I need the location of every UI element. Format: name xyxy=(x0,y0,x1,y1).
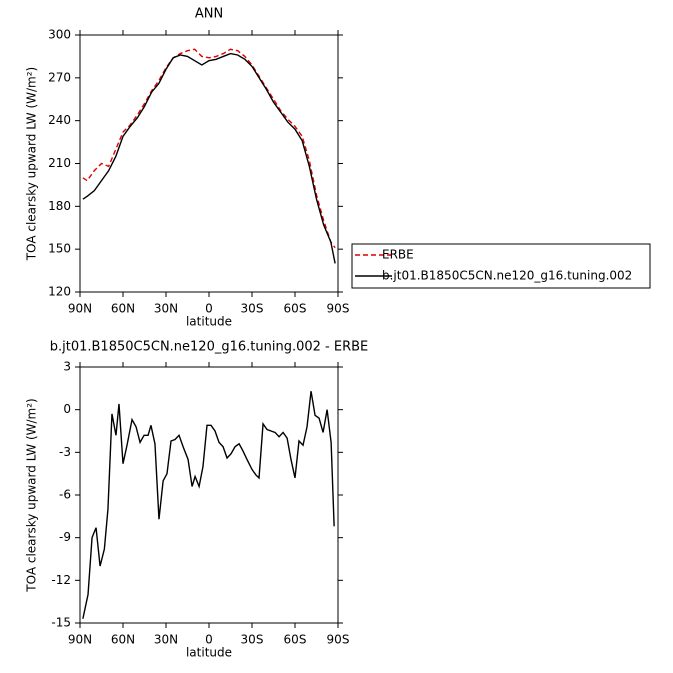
x-tick-label: 0 xyxy=(205,633,213,647)
x-tick-label: 90S xyxy=(327,633,350,647)
x-tick-label: 0 xyxy=(205,302,213,316)
x-tick-label: 90N xyxy=(68,302,92,316)
y-tick-label: 0 xyxy=(63,402,71,416)
y-tick-label: 270 xyxy=(48,70,71,84)
x-tick-label: 60S xyxy=(284,302,307,316)
x-tick-label: 60N xyxy=(111,633,135,647)
y-tick-label: 150 xyxy=(48,242,71,256)
legend-label: ERBE xyxy=(382,248,414,262)
y-tick-label: 300 xyxy=(48,28,71,42)
y-tick-label: -3 xyxy=(59,445,71,459)
x-tick-label: 30S xyxy=(241,633,264,647)
x-tick-label: 30S xyxy=(241,302,264,316)
data-line xyxy=(82,52,336,264)
data-line xyxy=(82,391,335,619)
x-tick-label: 30N xyxy=(154,302,178,316)
x-tick-label: 30N xyxy=(154,633,178,647)
x-tick-label: 90N xyxy=(68,633,92,647)
y-tick-label: 180 xyxy=(48,199,71,213)
y-axis-label: TOA clearsky upward LW (W/m²) xyxy=(25,67,39,261)
y-tick-label: -6 xyxy=(59,488,71,502)
y-tick-label: 240 xyxy=(48,113,71,127)
y-tick-label: 3 xyxy=(63,360,71,374)
y-tick-label: 120 xyxy=(48,285,71,299)
chart-title: b.jt01.B1850C5CN.ne120_g16.tuning.002 - … xyxy=(50,340,369,355)
y-tick-label: -12 xyxy=(51,573,71,587)
x-axis-label: latitude xyxy=(186,646,232,660)
y-tick-label: -15 xyxy=(51,616,71,630)
plot-frame xyxy=(79,34,339,293)
x-tick-label: 60S xyxy=(284,633,307,647)
y-axis-label: TOA clearsky upward LW (W/m²) xyxy=(25,398,39,592)
legend-label: b.jt01.B1850C5CN.ne120_g16.tuning.002 xyxy=(382,269,632,283)
legend-box xyxy=(351,243,651,289)
chart-title: ANN xyxy=(195,7,223,22)
x-tick-label: 90S xyxy=(327,302,350,316)
x-tick-label: 60N xyxy=(111,302,135,316)
data-line xyxy=(82,48,336,249)
y-tick-label: 210 xyxy=(48,156,71,170)
x-axis-label: latitude xyxy=(186,315,232,329)
y-tick-label: -9 xyxy=(59,530,71,544)
